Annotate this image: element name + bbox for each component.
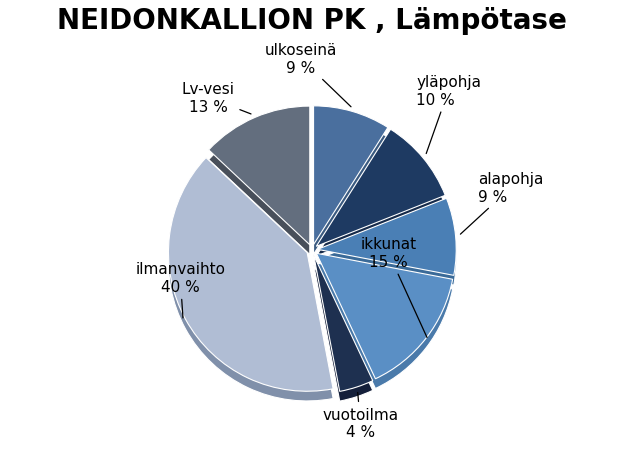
Text: vuotoilma
4 %: vuotoilma 4 % xyxy=(323,393,399,439)
Wedge shape xyxy=(313,106,388,245)
Text: ulkoseinä
9 %: ulkoseinä 9 % xyxy=(265,43,351,107)
Wedge shape xyxy=(208,116,310,255)
Wedge shape xyxy=(313,116,388,255)
Text: Lv-vesi
13 %: Lv-vesi 13 % xyxy=(182,82,251,115)
Title: NEIDONKALLION PK , Lämpötase: NEIDONKALLION PK , Lämpötase xyxy=(57,7,567,35)
Wedge shape xyxy=(314,256,373,391)
Wedge shape xyxy=(318,208,456,285)
Wedge shape xyxy=(316,130,446,247)
Text: alapohja
9 %: alapohja 9 % xyxy=(461,172,544,235)
Wedge shape xyxy=(168,158,333,391)
Text: ilmanvaihto
40 %: ilmanvaihto 40 % xyxy=(135,262,225,318)
Text: yläpohja
10 %: yläpohja 10 % xyxy=(416,75,481,154)
Wedge shape xyxy=(168,168,333,401)
Wedge shape xyxy=(318,199,456,276)
Wedge shape xyxy=(316,140,446,257)
Text: ikkunat
15 %: ikkunat 15 % xyxy=(360,237,427,338)
Wedge shape xyxy=(316,263,452,389)
Wedge shape xyxy=(316,254,452,379)
Wedge shape xyxy=(314,265,373,401)
Wedge shape xyxy=(208,107,310,245)
